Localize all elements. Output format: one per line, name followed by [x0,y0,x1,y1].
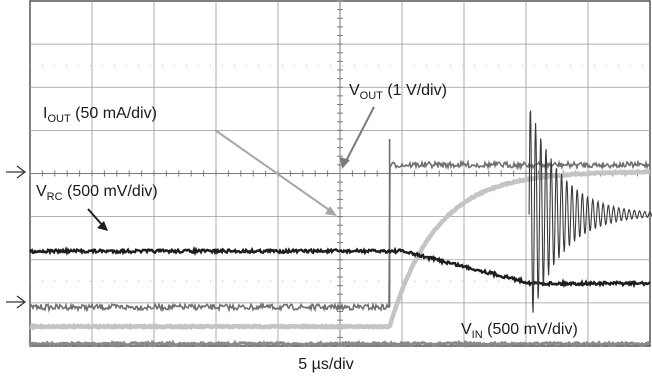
vout-label: VOUT (1 V/div) [349,82,447,102]
traces [28,110,652,349]
iout-leader-arrow [214,129,337,216]
ringing-burst-trace [528,110,652,313]
graticule [29,0,651,347]
vrc-trace [28,245,651,289]
vin-ground-marker-icon [6,295,27,309]
vout-ground-marker-icon [6,165,27,179]
vout-leader-arrow [340,106,375,169]
vrc-label: VRC (500 mV/div) [36,183,158,203]
timebase-label: 5 µs/div [298,356,354,373]
vin-label: VIN (500 mV/div) [461,321,578,341]
iout-label: IOUT (50 mA/div) [43,105,157,125]
vrc-leader-arrow [87,208,108,231]
vin-trace [28,339,651,349]
